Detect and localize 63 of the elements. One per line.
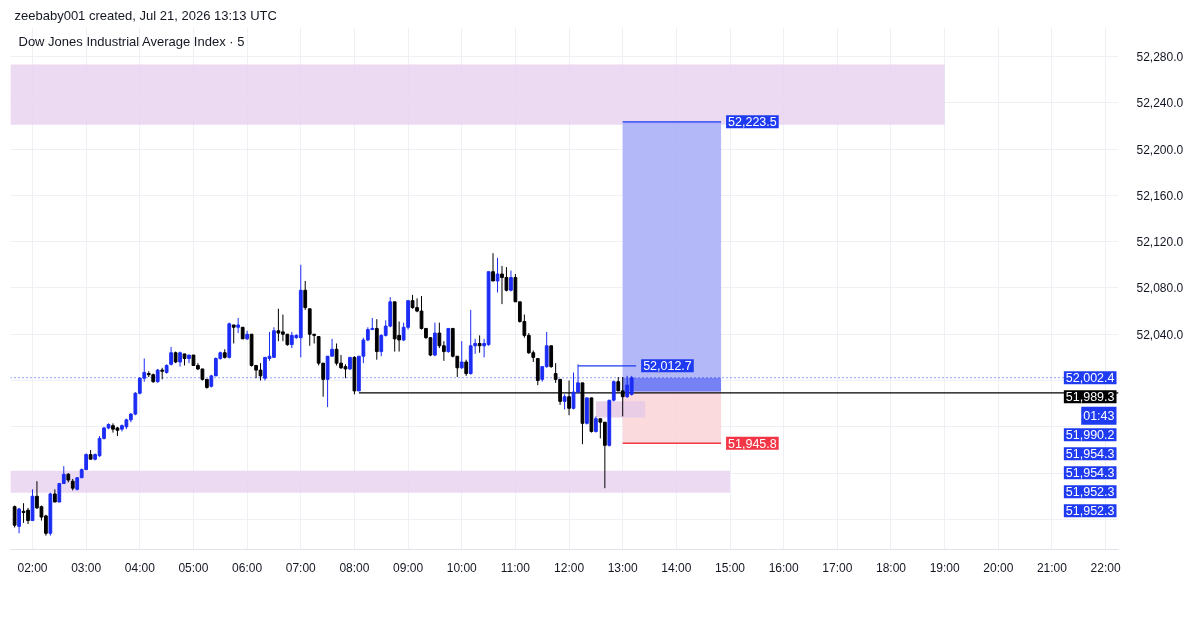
candlestick xyxy=(500,265,504,305)
candlestick xyxy=(629,375,634,397)
x-tick-label: 06:00 xyxy=(232,560,263,575)
x-tick-label: 02:00 xyxy=(17,560,48,575)
text: Dow Jones Industrial Average Index · 5 xyxy=(18,33,245,49)
x-tick-label: 15:00 xyxy=(715,560,746,575)
candlestick xyxy=(437,322,442,349)
annotation: 51,952.3 xyxy=(1065,504,1115,519)
candlestick xyxy=(187,354,191,364)
y-tick-label: 52,080.0 xyxy=(1136,281,1184,296)
candlestick xyxy=(535,358,540,386)
data-label: 51,989.3 xyxy=(1065,390,1115,405)
candlestick xyxy=(491,252,495,282)
x-tick-label: 08:00 xyxy=(339,560,370,575)
x-tick-label: 16:00 xyxy=(768,560,800,575)
y-tick-label: 52,240.0 xyxy=(1136,96,1184,111)
x-tick-label: 05:00 xyxy=(178,560,209,575)
candlestick xyxy=(446,327,451,354)
annotation: 51,990.2 xyxy=(1065,428,1115,443)
candlestick xyxy=(17,507,21,534)
x-tick-label: 12:00 xyxy=(554,560,585,575)
y-tick-label: 52,040.0 xyxy=(1136,327,1184,342)
x-tick-label: 13:00 xyxy=(607,560,639,575)
annotation: 51,954.3 xyxy=(1065,466,1115,481)
x-tick-label: 17:00 xyxy=(822,560,853,575)
data-label: 51,945.8 xyxy=(728,436,777,451)
y-tick-label: 52,120.0 xyxy=(1136,235,1184,250)
y-tick-label: 52,280.0 xyxy=(1136,49,1184,64)
text: zeebaby001 created, Jul 21, 2026 13:13 UTC xyxy=(14,7,277,23)
y-tick-label: 52,160.0 xyxy=(1136,188,1184,203)
x-tick-label: 10:00 xyxy=(446,560,478,575)
candlestick xyxy=(334,342,339,366)
x-tick-label: 11:00 xyxy=(500,560,531,575)
candlestick xyxy=(495,257,500,294)
candlestick xyxy=(21,502,26,524)
y-tick-label: 52,200.0 xyxy=(1136,142,1184,157)
x-tick-label: 09:00 xyxy=(393,560,424,575)
candlestick xyxy=(276,308,281,342)
annotation: 51,952.3 xyxy=(1065,485,1115,500)
candlestick xyxy=(571,371,576,410)
data-label: 52,223.5 xyxy=(728,115,777,130)
x-tick-label: 03:00 xyxy=(71,560,102,575)
candlestick xyxy=(602,421,607,489)
data-label: 52,012.7 xyxy=(643,359,692,374)
x-tick-label: 22:00 xyxy=(1090,560,1121,575)
x-tick-label: 07:00 xyxy=(285,560,317,575)
candlestick xyxy=(111,422,115,434)
candlestick xyxy=(303,280,308,311)
x-tick-label: 21:00 xyxy=(1036,560,1068,575)
candlestick xyxy=(231,324,236,344)
x-tick-label: 04:00 xyxy=(124,560,156,575)
candlestick xyxy=(625,375,630,399)
ref-line-label: 52,002.4 xyxy=(1065,371,1115,386)
candlestick xyxy=(459,340,464,370)
x-tick-label: 14:00 xyxy=(661,560,692,575)
annotation: 51,954.3 xyxy=(1065,447,1115,462)
candlestick xyxy=(374,318,379,361)
candlestick xyxy=(549,345,554,369)
x-tick-label: 20:00 xyxy=(983,560,1014,575)
candlestick xyxy=(433,322,437,357)
x-tick-label: 18:00 xyxy=(875,560,907,575)
annotation: 01:43 xyxy=(1083,408,1115,423)
x-tick-label: 19:00 xyxy=(929,560,960,575)
